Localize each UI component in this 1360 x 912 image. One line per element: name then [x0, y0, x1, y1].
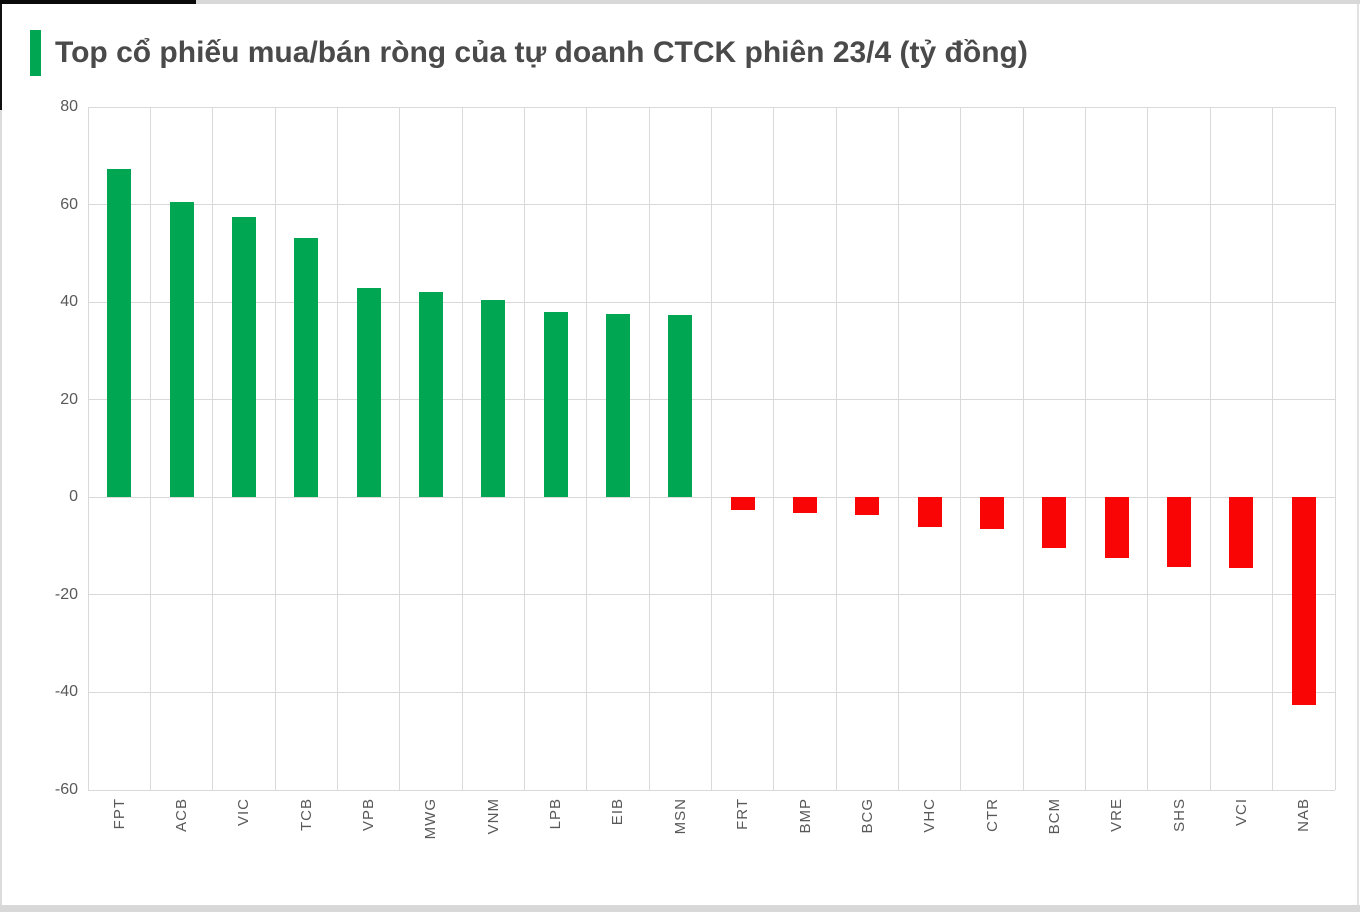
bar [1042, 497, 1067, 549]
y-tick-label: -20 [54, 585, 78, 603]
bar [730, 497, 755, 510]
x-tick-label: VIC [235, 798, 253, 827]
title-accent-bar [30, 30, 41, 76]
x-tick-label: VHC [921, 798, 939, 833]
x-tick-label: LPB [547, 798, 565, 830]
bar [1167, 497, 1192, 567]
x-gridline [960, 107, 962, 790]
bar [793, 497, 818, 513]
x-tick-label: NAB [1295, 798, 1313, 832]
x-gridline [1334, 107, 1336, 790]
y-tick-label: 0 [69, 488, 78, 506]
x-tick-label: VRE [1108, 798, 1126, 832]
bar [1229, 497, 1254, 568]
bar [917, 497, 942, 527]
x-gridline [898, 107, 900, 790]
screen-edge-left [0, 4, 2, 905]
x-tick-label: TCB [297, 798, 315, 831]
y-tick-label: -60 [54, 781, 78, 798]
x-gridline [711, 107, 712, 790]
x-gridline [1147, 107, 1149, 790]
y-gridline [88, 789, 1335, 791]
x-tick-label: MSN [671, 798, 689, 835]
bar [1291, 497, 1316, 705]
x-tick-label: BCG [858, 798, 876, 834]
x-tick-label: FRT [734, 798, 752, 830]
x-gridline [87, 107, 89, 790]
x-tick-label: FPT [110, 798, 128, 830]
screen-edge-top-dark [0, 0, 196, 4]
y-tick-label: -40 [54, 683, 78, 701]
x-gridline [1209, 107, 1211, 790]
y-tick-label: 80 [60, 98, 78, 115]
x-tick-label: CTR [983, 798, 1001, 832]
x-tick-label: BCM [1045, 798, 1063, 835]
x-tick-label: EIB [609, 798, 627, 826]
bar [855, 497, 880, 515]
bar [481, 300, 506, 498]
x-gridline [274, 107, 276, 790]
bar [231, 216, 256, 498]
bar [356, 288, 381, 498]
y-tick-label: 60 [60, 195, 78, 213]
screen-edge-left-dark [0, 4, 2, 110]
bar [605, 313, 630, 498]
x-gridline [149, 107, 151, 790]
x-tick-label: SHS [1170, 798, 1188, 832]
screen-edge-right [1357, 4, 1359, 905]
x-gridline [835, 107, 837, 790]
bar [980, 497, 1005, 530]
x-gridline [461, 107, 463, 790]
screen-edge-bottom [0, 905, 1360, 912]
chart-header: Top cổ phiếu mua/bán ròng của tự doanh C… [30, 30, 1028, 76]
chart-title: Top cổ phiếu mua/bán ròng của tự doanh C… [55, 36, 1028, 69]
x-gridline [523, 107, 525, 790]
x-tick-label: VPB [360, 798, 378, 832]
x-gridline [1022, 107, 1024, 790]
x-tick-label: VCI [1232, 798, 1250, 827]
x-gridline [586, 107, 588, 790]
y-tick-label: 40 [60, 293, 78, 311]
x-gridline [648, 107, 650, 790]
bar [169, 202, 194, 498]
y-tick-label: 20 [60, 390, 78, 408]
x-gridline [336, 107, 338, 790]
x-gridline [212, 107, 214, 790]
x-gridline [399, 107, 401, 790]
bar [543, 312, 568, 498]
screen-edge-top [0, 0, 1360, 4]
x-gridline [1272, 107, 1274, 790]
bar [107, 168, 132, 498]
x-tick-label: MWG [422, 798, 440, 840]
x-tick-label: BMP [796, 798, 814, 834]
bar [1104, 497, 1129, 559]
x-tick-label: VNM [484, 798, 502, 835]
bar [294, 237, 319, 498]
bar [418, 292, 443, 498]
bar [668, 315, 693, 498]
x-tick-label: ACB [173, 798, 191, 832]
x-gridline [773, 107, 775, 790]
x-gridline [1085, 107, 1087, 790]
